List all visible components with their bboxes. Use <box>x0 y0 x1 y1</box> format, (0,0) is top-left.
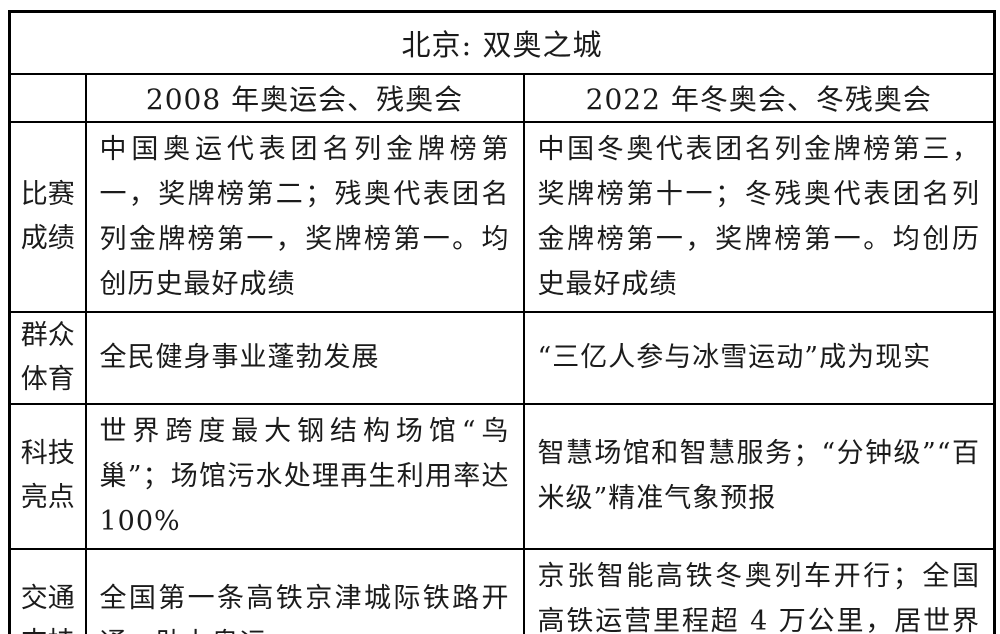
column-header-2022: 2022 年冬奥会、冬残奥会 <box>522 72 996 123</box>
cell-2022-competition-results: 中国冬奥代表团名列金牌榜第三，奖牌榜第十一；冬残奥代表团名列金牌榜第一，奖牌榜第… <box>522 120 996 313</box>
row-label-transport-support: 交通 支持 <box>8 547 87 634</box>
row-label-competition-results: 比赛 成绩 <box>8 120 87 313</box>
corner-empty-cell <box>8 72 87 123</box>
cell-2008-competition-results: 中国奥运代表团名列金牌榜第一，奖牌榜第二；残奥代表团名列金牌榜第一，奖牌榜第一。… <box>84 120 525 313</box>
row-label-mass-sports: 群众 体育 <box>8 310 87 405</box>
table-row-mass-sports: 群众 体育 全民健身事业蓬勃发展 “三亿人参与冰雪运动”成为现实 <box>8 310 996 405</box>
column-header-2008: 2008 年奥运会、残奥会 <box>84 72 525 123</box>
table-row-tech-highlights: 科技 亮点 世界跨度最大钢结构场馆“鸟巢”；场馆污水处理再生利用率达 100% … <box>8 402 996 550</box>
cell-2008-transport-support: 全国第一条高铁京津城际铁路开通，助力奥运 <box>84 547 525 634</box>
row-label-tech-highlights: 科技 亮点 <box>8 402 87 550</box>
table-row-competition-results: 比赛 成绩 中国奥运代表团名列金牌榜第一，奖牌榜第二；残奥代表团名列金牌榜第一，… <box>8 120 996 313</box>
header-row: 2008 年奥运会、残奥会 2022 年冬奥会、冬残奥会 <box>8 72 996 123</box>
table-row-transport-support: 交通 支持 全国第一条高铁京津城际铁路开通，助力奥运 京张智能高铁冬奥列车开行；… <box>8 547 996 634</box>
cell-2022-transport-support: 京张智能高铁冬奥列车开行；全国高铁运营里程超 4 万公里，居世界第一 <box>522 547 996 634</box>
cell-2008-tech-highlights: 世界跨度最大钢结构场馆“鸟巢”；场馆污水处理再生利用率达 100% <box>84 402 525 550</box>
beijing-dual-olympics-table: 北京: 双奥之城 2008 年奥运会、残奥会 2022 年冬奥会、冬残奥会 比赛… <box>8 10 997 634</box>
cell-2008-mass-sports: 全民健身事业蓬勃发展 <box>84 310 525 405</box>
table-title: 北京: 双奥之城 <box>8 10 996 75</box>
title-row: 北京: 双奥之城 <box>8 10 996 75</box>
cell-2022-mass-sports: “三亿人参与冰雪运动”成为现实 <box>522 310 996 405</box>
cell-2022-tech-highlights: 智慧场馆和智慧服务；“分钟级”“百米级”精准气象预报 <box>522 402 996 550</box>
